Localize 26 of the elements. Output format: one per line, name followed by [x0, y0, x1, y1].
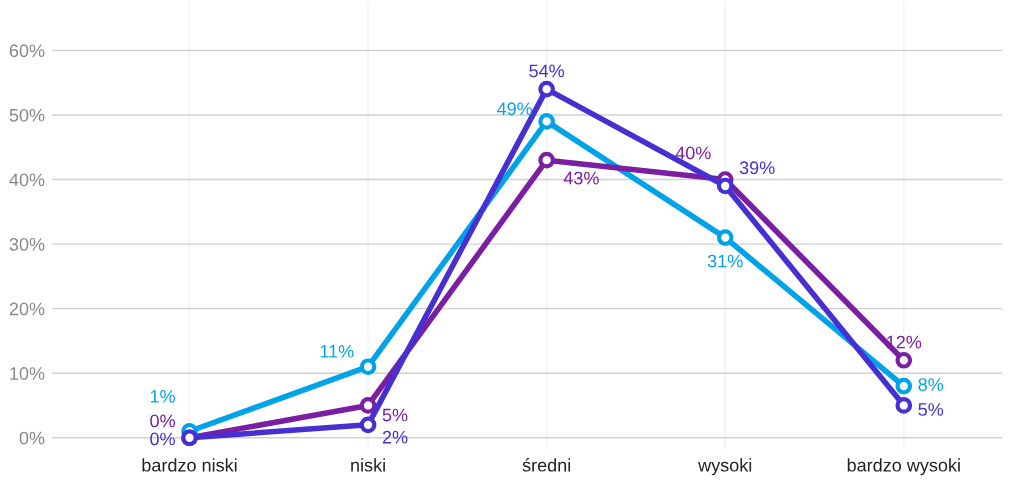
data-label: 31% [707, 254, 743, 268]
y-tick-label: 30% [9, 238, 45, 251]
data-label: 0% [150, 414, 175, 428]
data-label: 11% [320, 344, 354, 358]
y-tick-label: 20% [9, 302, 45, 316]
x-tick-label: wysoki [698, 458, 752, 476]
y-tick-label: 40% [9, 173, 45, 187]
y-tick-label: 10% [10, 367, 45, 380]
y-tick-label: 0% [19, 431, 45, 445]
y-tick-label: 60% [9, 44, 45, 58]
data-label: 39% [739, 161, 775, 175]
data-label: 5% [382, 408, 408, 422]
data-label: 54% [529, 64, 565, 78]
data-label: 1% [150, 390, 175, 403]
x-tick-label: bardzo niski [142, 458, 237, 472]
data-label: 5% [918, 403, 944, 416]
x-tick-label: bardzo wysoki [847, 458, 960, 476]
x-tick-label: średni [522, 458, 571, 472]
data-label: 0% [150, 432, 175, 446]
y-tick-label: 50% [9, 108, 45, 122]
data-label: 40% [675, 146, 711, 160]
data-label: 2% [382, 430, 408, 444]
x-tick-label: niski [351, 458, 385, 472]
data-label: 49% [497, 102, 533, 116]
data-label: 43% [563, 171, 599, 185]
data-label: 8% [918, 378, 944, 391]
